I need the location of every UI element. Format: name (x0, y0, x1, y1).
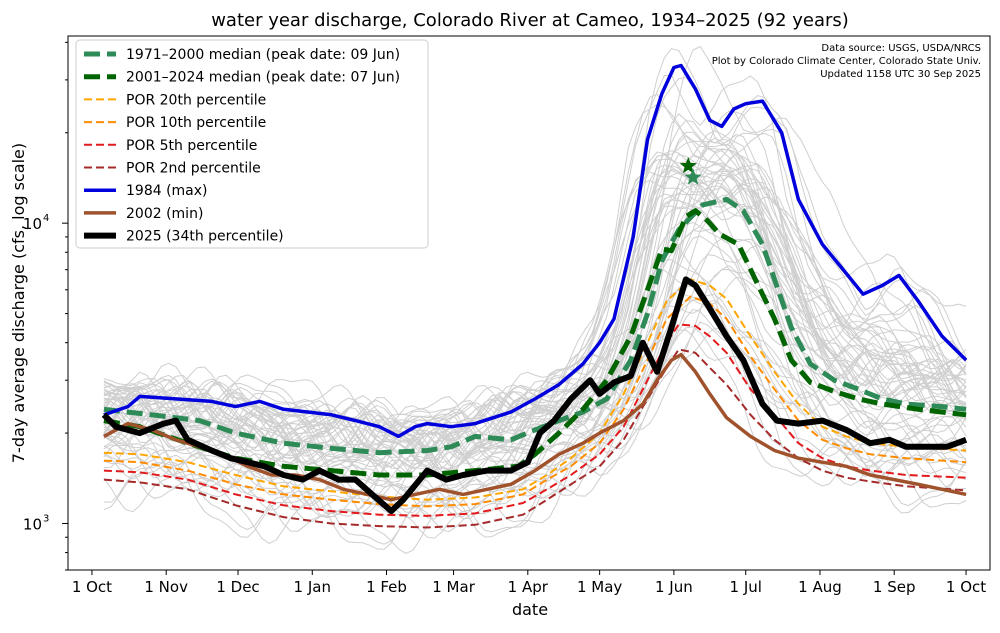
series-line-1 (103, 208, 967, 478)
series-line-8 (101, 276, 968, 515)
x-axis-label: date (512, 600, 548, 619)
legend: 1971–2000 median (peak date: 09 Jun) 2001… (75, 39, 429, 249)
x-tick-label: 1 Feb (366, 578, 407, 596)
legend-label: POR 20th percentile (126, 92, 266, 108)
background-year-line (103, 137, 967, 454)
annotation-line: Plot by Colorado Climate Center, Colorad… (712, 56, 981, 67)
x-tick-label: 1 Apr (508, 578, 549, 596)
background-year-line (103, 326, 967, 550)
y-tick-exponent: 3 (43, 513, 49, 524)
background-year-line (103, 308, 967, 545)
background-year-line (103, 155, 967, 468)
background-year-line (103, 164, 967, 468)
x-tick-label: 1 Dec (216, 578, 259, 596)
peak-star-marker (679, 157, 697, 174)
background-year-line (103, 227, 967, 493)
data-source-annotation: Data source: USGS, USDA/NRCS Plot by Colo… (712, 43, 981, 80)
series-line-5 (103, 348, 967, 529)
background-year-line (103, 48, 967, 442)
legend-frame (75, 39, 429, 249)
legend-label: 2002 (min) (126, 206, 203, 222)
x-tick-label: 1 Sep (873, 578, 916, 596)
x-tick-label: 1 Aug (798, 578, 842, 596)
x-tick-label: 1 Jul (730, 578, 762, 596)
series-layer (101, 63, 968, 529)
annotation-line: Updated 1158 UTC 30 Sep 2025 (820, 69, 981, 80)
x-tick-label: 1 Nov (144, 578, 188, 596)
series-line-0 (103, 196, 967, 456)
legend-label: 2025 (34th percentile) (126, 229, 284, 245)
x-tick-label: 1 May (577, 578, 622, 596)
x-tick-label: 1 Mar (432, 578, 475, 596)
x-tick-label: 1 Jun (655, 578, 693, 596)
background-year-line (103, 154, 967, 463)
x-tick-label: 1 Oct (72, 578, 112, 596)
legend-label: POR 10th percentile (126, 115, 266, 131)
plot-frame (67, 35, 991, 571)
x-tick-label: 1 Jan (294, 578, 331, 596)
legend-label: POR 5th percentile (126, 138, 257, 154)
y-tick-label: 10 (23, 515, 42, 533)
background-year-line (103, 327, 967, 554)
background-year-line (103, 150, 967, 455)
background-year-line (103, 180, 967, 457)
peak-markers (679, 157, 702, 185)
x-axis-ticks: 1 Oct 1 Nov 1 Dec 1 Jan 1 Feb 1 Mar 1 Apr 1 May… (72, 570, 986, 596)
peak-star-marker (684, 168, 702, 185)
x-tick-label: 1 Oct (946, 578, 986, 596)
legend-label: 1984 (max) (126, 183, 208, 199)
legend-label: 1971–2000 median (peak date: 09 Jun) (126, 47, 400, 63)
background-year-line (103, 300, 967, 518)
series-line-4 (103, 323, 967, 517)
series-line-7 (103, 352, 967, 502)
background-year-line (103, 329, 967, 539)
series-line-3 (103, 295, 967, 508)
legend-label: POR 2nd percentile (126, 161, 261, 177)
y-tick-exponent: 4 (43, 213, 49, 224)
y-axis-label: 7-day average discharge (cfs, log scale) (9, 143, 28, 463)
chart-title: water year discharge, Colorado River at … (211, 10, 849, 31)
legend-label: 2001–2024 median (peak date: 07 Jun) (126, 70, 400, 86)
y-tick-label: 10 (23, 215, 42, 233)
annotation-line: Data source: USGS, USDA/NRCS (821, 43, 981, 54)
series-line-6 (103, 63, 968, 439)
